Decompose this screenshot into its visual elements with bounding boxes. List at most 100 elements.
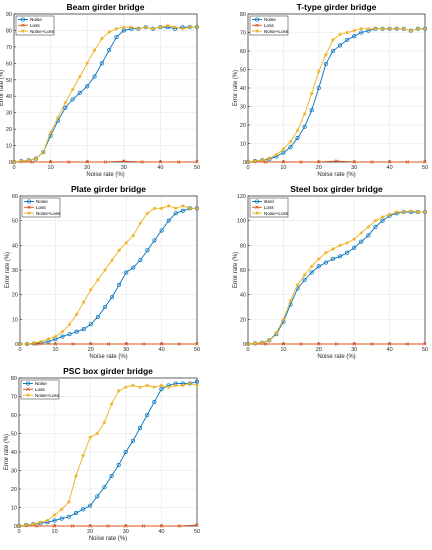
data-point [158, 160, 163, 164]
data-point [95, 494, 100, 499]
legend-label: Loss [264, 205, 274, 210]
data-point [401, 27, 406, 31]
data-point [114, 34, 119, 40]
data-point [60, 329, 65, 334]
data-point [85, 160, 89, 164]
x-tick-label: 0 [12, 165, 15, 171]
data-point [302, 112, 307, 116]
data-point [145, 383, 149, 388]
chart-title: Steel box girder bridge [290, 184, 383, 194]
data-point [63, 105, 68, 110]
data-point [124, 241, 128, 245]
x-axis-label: Noise rate (%) [89, 536, 127, 542]
data-point [323, 260, 328, 265]
data-point [366, 27, 371, 31]
data-point [110, 258, 114, 262]
data-point [122, 159, 126, 163]
data-point [158, 25, 163, 29]
data-point [103, 160, 108, 164]
data-point [330, 256, 336, 261]
legend-marker [255, 211, 259, 215]
data-point [70, 524, 75, 528]
data-point [188, 381, 192, 386]
data-point [281, 342, 286, 346]
data-point [173, 25, 177, 29]
data-point [77, 90, 82, 95]
data-point [116, 462, 121, 468]
x-tick-label: 10 [280, 165, 286, 171]
data-point [67, 322, 72, 327]
data-point [373, 27, 378, 31]
data-point [152, 399, 157, 405]
data-point [370, 342, 374, 346]
data-point [138, 385, 142, 390]
y-tick-label: 0 [243, 342, 246, 348]
data-point [281, 150, 286, 155]
data-point [48, 130, 53, 135]
data-point [302, 277, 307, 282]
y-tick-label: 30 [12, 268, 18, 274]
y-axis-label: Error rate (%) [5, 252, 11, 288]
y-tick-label: 60 [12, 194, 18, 200]
data-point [74, 329, 79, 334]
legend-box [249, 15, 289, 36]
y-tick-label: 70 [240, 31, 246, 37]
data-point [281, 317, 286, 322]
data-point [142, 342, 146, 346]
data-point [85, 61, 89, 66]
data-point [338, 243, 342, 248]
data-point [416, 210, 420, 214]
data-point [145, 248, 150, 253]
data-point [39, 339, 44, 344]
data-point [122, 25, 126, 29]
legend-marker [26, 393, 30, 397]
data-point [195, 25, 199, 29]
data-point [138, 258, 143, 263]
data-point [195, 342, 199, 346]
x-tick-label: 20 [84, 165, 90, 171]
data-point [66, 514, 71, 519]
data-point [35, 524, 39, 528]
data-point [89, 287, 93, 292]
data-point [123, 449, 128, 455]
legend-label: Noise+Loss [30, 29, 55, 34]
x-tick-label: 20 [88, 347, 94, 353]
x-tick-label: 10 [280, 347, 286, 353]
data-point [74, 474, 78, 478]
y-axis-label: Error rate (%) [0, 70, 5, 106]
data-point [145, 412, 150, 418]
y-tick-label: 0 [9, 160, 12, 166]
data-point [380, 215, 385, 219]
legend-label: Noise+Loss [264, 29, 289, 34]
data-point [67, 332, 72, 337]
data-point [331, 38, 335, 42]
data-point [25, 342, 29, 346]
data-point [70, 87, 75, 92]
series-line [20, 205, 197, 345]
data-point [359, 231, 364, 235]
data-point [177, 342, 182, 346]
data-point [165, 23, 170, 28]
data-point [59, 516, 64, 521]
data-point [63, 101, 68, 105]
data-point [53, 334, 58, 339]
data-point [81, 507, 86, 512]
data-point [56, 115, 60, 120]
data-point [334, 342, 339, 346]
data-point [67, 500, 71, 504]
data-point [405, 342, 410, 346]
data-point [180, 27, 185, 31]
data-point [136, 27, 141, 31]
data-point [52, 513, 57, 517]
series-noise-loss [12, 23, 199, 164]
data-point [88, 524, 92, 528]
x-tick-label: 0 [17, 529, 20, 535]
data-point [309, 270, 314, 275]
data-point [96, 278, 100, 282]
data-point [387, 342, 392, 346]
data-point [317, 342, 321, 346]
legend-label: steel [264, 199, 274, 204]
